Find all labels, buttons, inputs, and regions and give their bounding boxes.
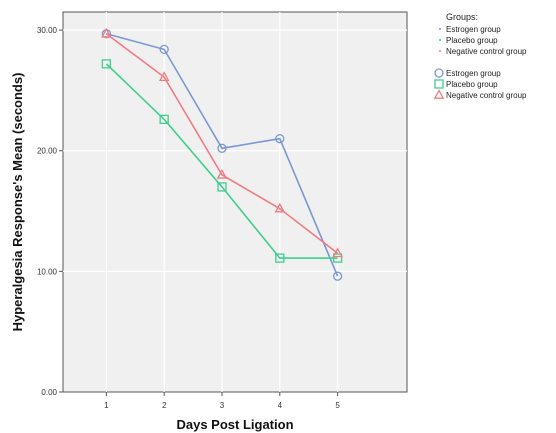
- series-line: [105, 33, 339, 254]
- legend-line-swatch: [439, 28, 441, 30]
- series-triangle: [101, 27, 343, 258]
- legend-line-label: Estrogen group: [446, 25, 501, 34]
- legend-marker-swatch: [433, 89, 445, 99]
- data-point: [217, 143, 227, 153]
- data-point: [332, 247, 343, 258]
- y-tick-label: 0.00: [41, 388, 57, 397]
- legend-marker-label: Estrogen group: [446, 69, 501, 78]
- data-point: [332, 253, 343, 263]
- data-point: [158, 71, 170, 81]
- legend-marker-swatch: [434, 79, 444, 89]
- data-point: [101, 27, 112, 38]
- legend-marker-label: Placebo group: [446, 80, 498, 89]
- y-tick-label: 20.00: [37, 147, 58, 156]
- data-point: [159, 114, 169, 125]
- data-point: [332, 271, 343, 281]
- series-line: [106, 32, 339, 277]
- y-tick-label: 10.00: [37, 267, 58, 276]
- data-point: [101, 59, 112, 69]
- data-point: [217, 182, 227, 192]
- data-point: [275, 134, 285, 144]
- series-line: [105, 63, 338, 259]
- axis-labels: 0.00 10.00 20.00 30.00 1 2 3 4 5 Days Post Ligati…: [10, 26, 340, 432]
- legend-marker-label: Negative control group: [446, 91, 527, 100]
- legend-line-label: Placebo group: [446, 36, 498, 45]
- y-axis-title: Hyperalgesia Response's Mean (seconds): [10, 73, 25, 332]
- x-tick-label: 4: [278, 401, 283, 410]
- legend-line-swatch: [439, 50, 441, 52]
- legend-title: Groups:: [446, 12, 478, 22]
- legend: Groups: Estrogen group Placebo group Negati…: [433, 12, 527, 100]
- x-axis-title: Days Post Ligation: [176, 417, 293, 432]
- axes: [59, 29, 339, 396]
- legend-line-swatch: [439, 39, 441, 41]
- data-point: [275, 253, 285, 263]
- series-group: [101, 27, 343, 281]
- data-point: [274, 202, 286, 213]
- x-tick-label: 2: [162, 401, 167, 410]
- gridlines: [63, 12, 407, 392]
- x-tick-label: 3: [220, 401, 225, 410]
- data-point: [216, 168, 228, 179]
- legend-marker-swatch: [434, 68, 444, 78]
- y-tick-label: 30.00: [37, 26, 58, 35]
- data-point: [159, 44, 169, 55]
- series-square: [101, 59, 343, 263]
- x-tick-label: 5: [335, 401, 340, 410]
- x-tick-label: 1: [104, 401, 109, 410]
- legend-line-label: Negative control group: [446, 47, 527, 56]
